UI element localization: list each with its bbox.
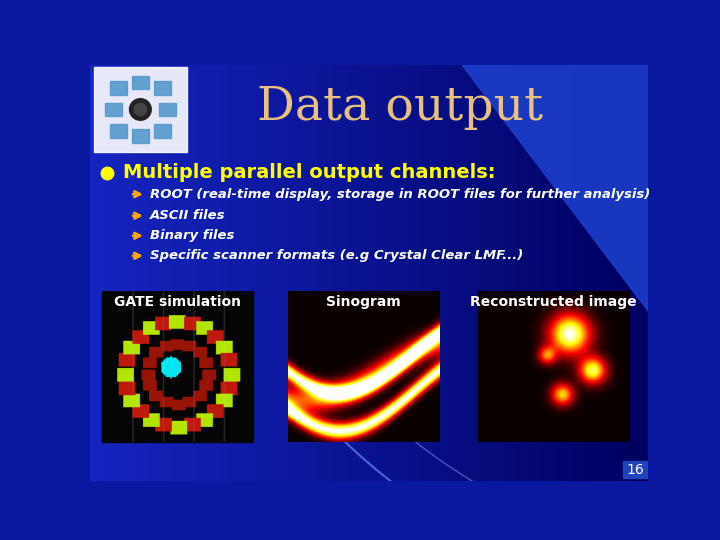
Text: Specific scanner formats (e.g Crystal Clear LMF...): Specific scanner formats (e.g Crystal Cl… (150, 249, 523, 262)
Bar (102, 292, 253, 442)
Text: GATE simulation: GATE simulation (114, 295, 240, 309)
Bar (624, 461, 648, 478)
Polygon shape (104, 103, 122, 117)
Polygon shape (110, 81, 127, 95)
Text: Binary files: Binary files (150, 230, 234, 242)
Bar (94, 67, 187, 152)
Polygon shape (159, 103, 176, 117)
Text: Data output: Data output (257, 85, 543, 130)
Text: ASCII files: ASCII files (150, 209, 225, 222)
Text: Reconstructed image: Reconstructed image (469, 295, 636, 309)
Polygon shape (153, 81, 171, 95)
Polygon shape (132, 76, 149, 90)
Polygon shape (132, 130, 149, 143)
Text: 16: 16 (626, 463, 644, 477)
Polygon shape (153, 124, 171, 138)
Circle shape (130, 99, 151, 120)
Text: Sinogram: Sinogram (326, 295, 400, 309)
Text: Multiple parallel output channels:: Multiple parallel output channels: (122, 163, 495, 182)
Circle shape (134, 103, 147, 116)
Polygon shape (462, 65, 648, 311)
Polygon shape (110, 124, 127, 138)
Text: ROOT (real-time display, storage in ROOT files for further analysis): ROOT (real-time display, storage in ROOT… (150, 188, 650, 201)
